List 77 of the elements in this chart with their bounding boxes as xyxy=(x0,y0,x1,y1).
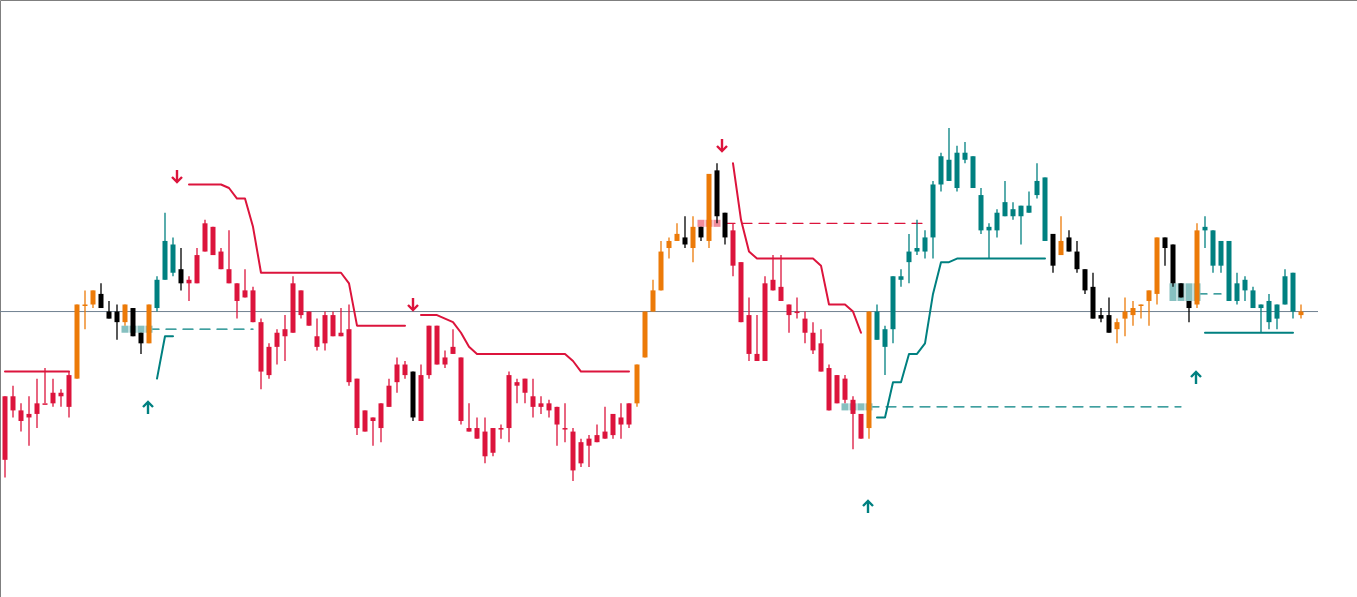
candlestick xyxy=(1002,180,1008,217)
candlestick xyxy=(786,303,792,334)
candlestick xyxy=(1274,303,1280,330)
candlestick xyxy=(1234,272,1240,306)
candlestick xyxy=(18,402,24,433)
candlestick xyxy=(1130,300,1136,327)
candlestick xyxy=(1114,317,1120,344)
candlestick xyxy=(1034,162,1040,200)
candlestick xyxy=(1066,229,1072,253)
candlestick xyxy=(106,300,112,320)
candlestick xyxy=(962,141,968,164)
candlestick xyxy=(538,395,544,415)
candlestick xyxy=(842,374,848,404)
candlestick xyxy=(626,402,632,429)
candlestick xyxy=(618,402,624,440)
candlestick xyxy=(530,377,536,419)
candlestick xyxy=(770,254,776,292)
candlestick xyxy=(666,236,672,260)
candlestick xyxy=(10,385,16,419)
candlestick xyxy=(690,215,696,263)
candlestick xyxy=(1106,296,1112,334)
candlestick xyxy=(474,416,480,440)
candlestick xyxy=(946,127,952,182)
candlestick xyxy=(98,282,104,309)
candlestick xyxy=(778,254,784,302)
candlestick xyxy=(114,303,120,341)
candlestick xyxy=(1018,205,1024,246)
candlestick xyxy=(554,406,560,447)
candlestick xyxy=(754,314,760,362)
candlestick xyxy=(602,406,608,440)
candlestick xyxy=(1186,300,1192,323)
candlestick xyxy=(1266,293,1272,330)
candlestick xyxy=(914,219,920,256)
candlestick xyxy=(178,247,184,292)
candlestick xyxy=(1162,236,1168,267)
candlestick xyxy=(466,402,472,433)
candlestick xyxy=(906,233,912,284)
candlestick xyxy=(450,328,456,355)
candlestick xyxy=(898,268,904,288)
candlestick xyxy=(674,222,680,242)
candlestick xyxy=(362,409,368,433)
candlestick xyxy=(1058,215,1064,256)
candlestick xyxy=(274,328,280,366)
candlestick xyxy=(578,437,584,468)
candlestick xyxy=(1098,307,1104,323)
candlestick xyxy=(330,310,336,337)
candlestick xyxy=(882,325,888,376)
candlestick xyxy=(514,377,520,404)
candlestick xyxy=(1122,296,1128,337)
candlestick xyxy=(1026,190,1032,214)
candlestick xyxy=(610,413,616,440)
candlestick xyxy=(386,377,392,408)
candlestick xyxy=(650,279,656,313)
candlestick xyxy=(138,332,144,355)
candlestick xyxy=(34,377,40,429)
candlestick xyxy=(810,321,816,355)
candlestick xyxy=(922,229,928,260)
candlestick xyxy=(314,317,320,352)
candlestick xyxy=(586,434,592,468)
candlestick xyxy=(1146,289,1152,327)
candlestick xyxy=(226,229,232,284)
candlestick xyxy=(562,402,568,443)
candlestick xyxy=(1082,268,1088,295)
candlestick xyxy=(242,268,248,299)
candlestick xyxy=(394,356,400,394)
candlestick xyxy=(282,314,288,362)
candlestick xyxy=(50,377,56,408)
candlestick xyxy=(234,282,240,320)
candlestick xyxy=(1010,201,1016,221)
candlestick xyxy=(994,208,1000,239)
candlestick xyxy=(370,416,376,447)
candlestick xyxy=(522,377,528,404)
candlestick xyxy=(1074,240,1080,274)
candlestick xyxy=(1242,275,1248,302)
candlestick xyxy=(682,215,688,249)
candlestick xyxy=(498,423,504,440)
candlestick xyxy=(802,310,808,344)
